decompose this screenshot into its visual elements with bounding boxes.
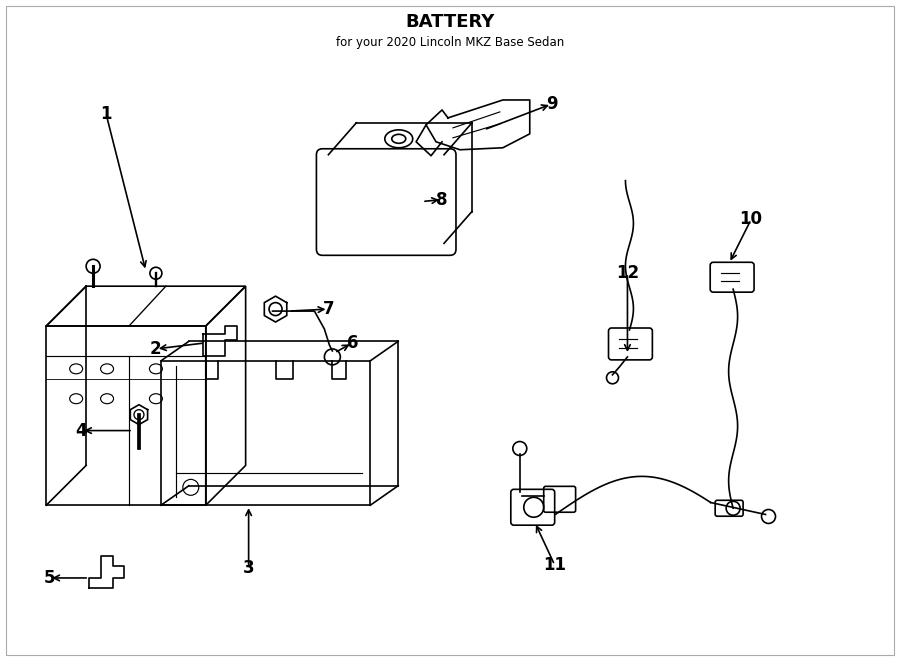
Text: 12: 12 [616,264,639,282]
Text: 7: 7 [322,300,334,318]
Text: 11: 11 [544,556,566,574]
Text: 2: 2 [150,340,162,358]
Text: 5: 5 [43,569,55,587]
Text: 3: 3 [243,559,255,577]
Text: for your 2020 Lincoln MKZ Base Sedan: for your 2020 Lincoln MKZ Base Sedan [336,36,564,49]
Text: 10: 10 [740,210,762,229]
Text: 6: 6 [346,334,358,352]
Text: 8: 8 [436,190,448,209]
Text: 4: 4 [76,422,87,440]
Text: BATTERY: BATTERY [405,13,495,31]
Text: 9: 9 [546,95,557,113]
Text: 1: 1 [100,105,112,123]
